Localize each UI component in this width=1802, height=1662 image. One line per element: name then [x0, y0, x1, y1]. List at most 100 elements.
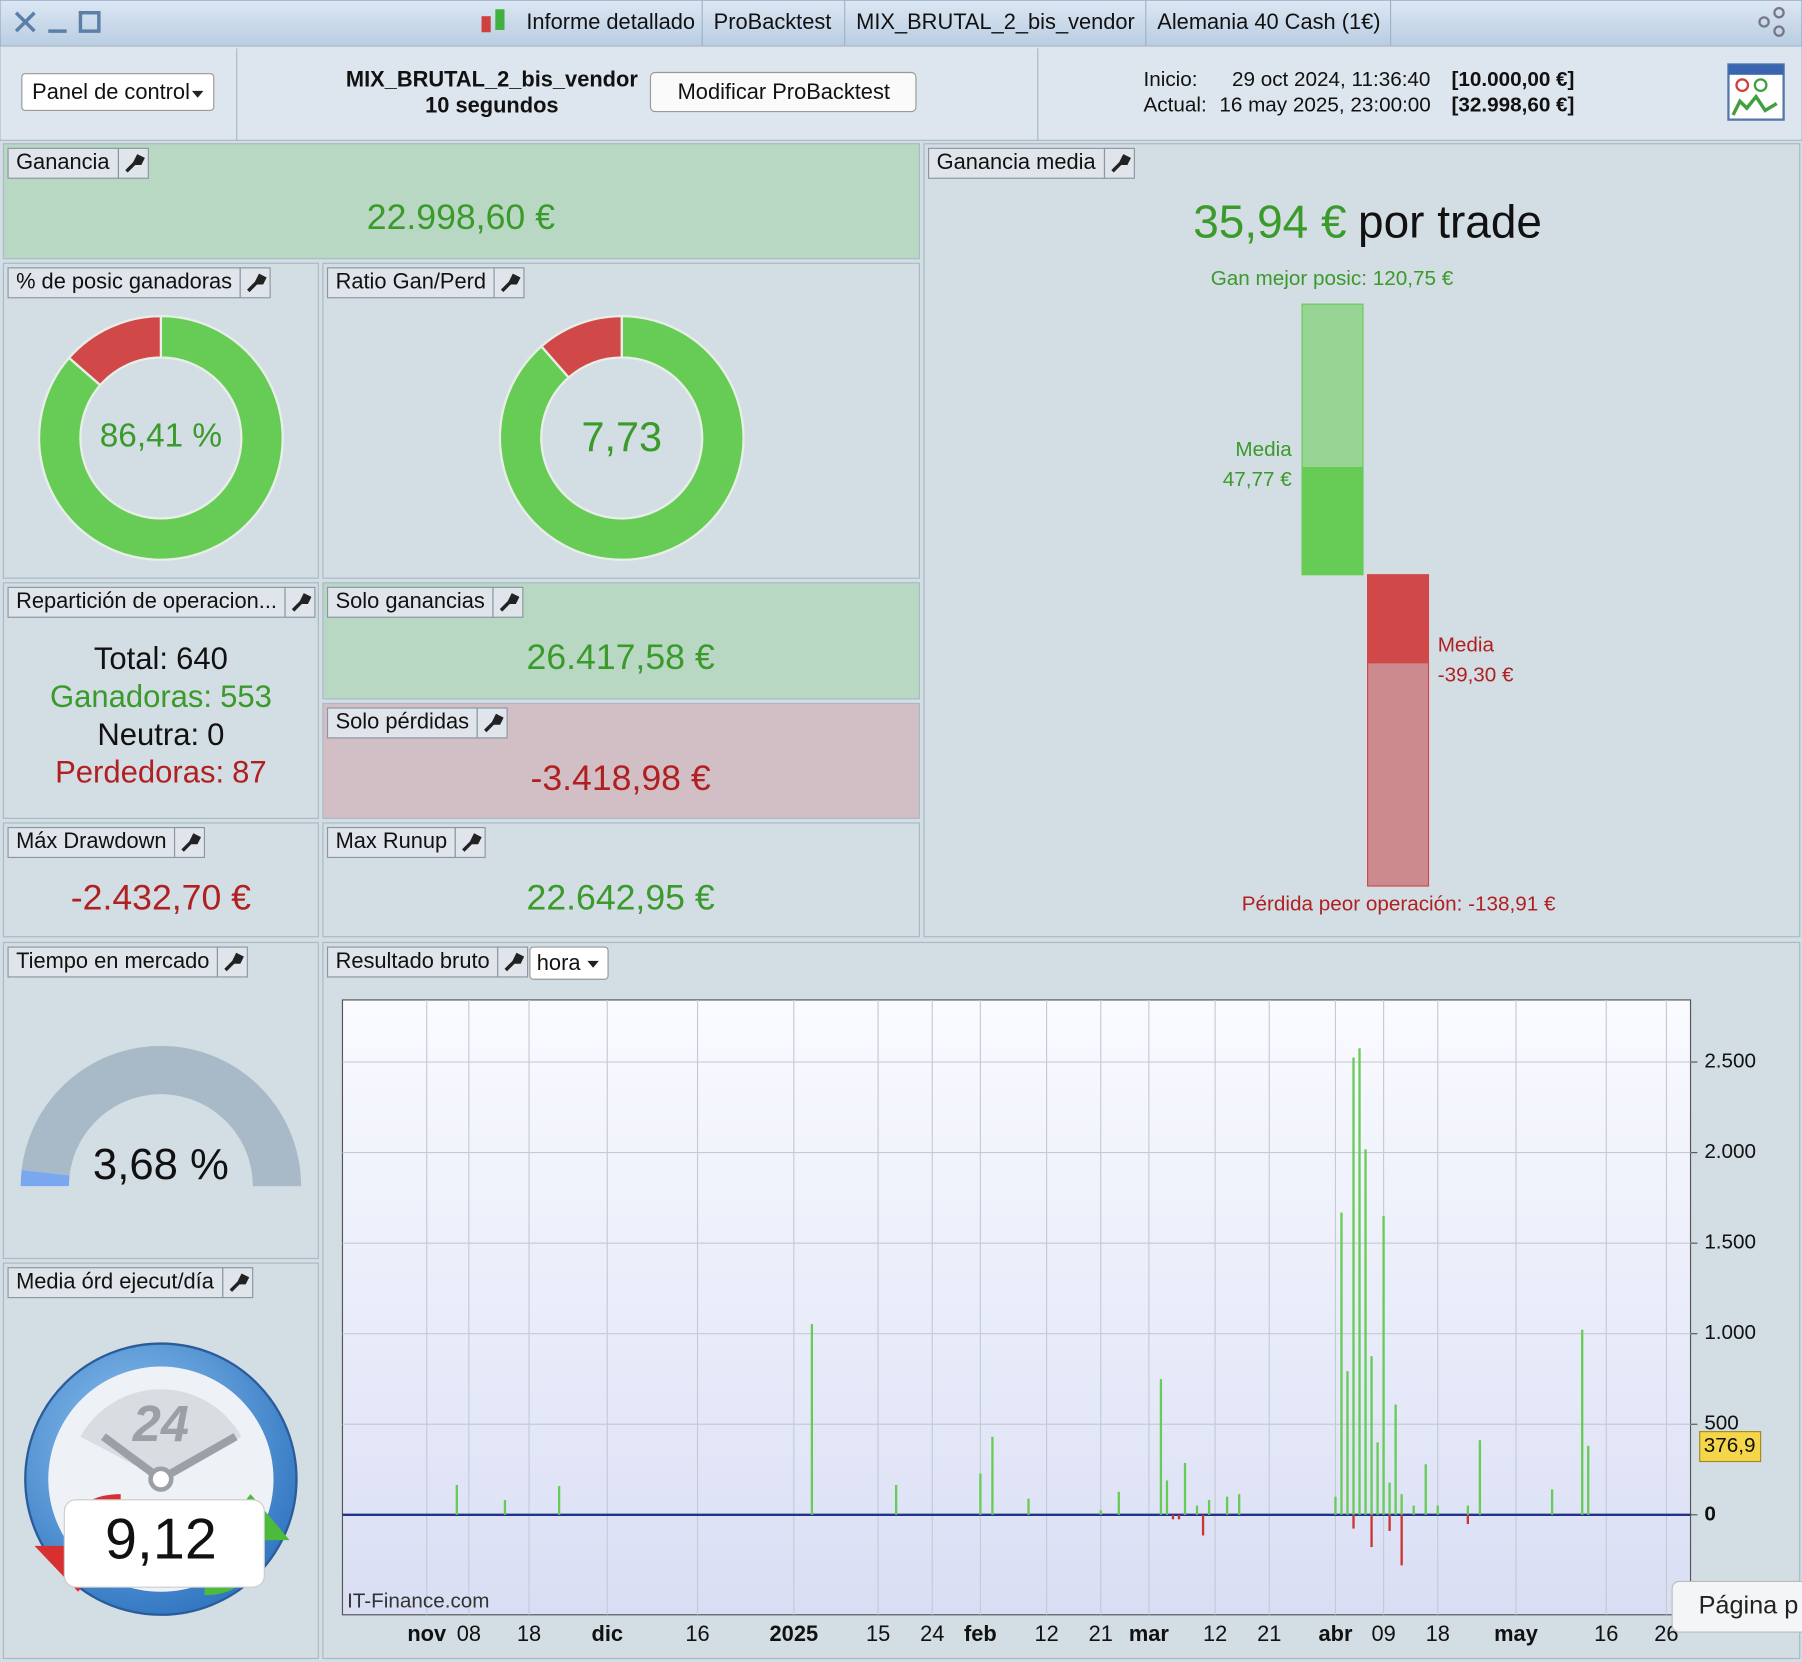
- bar: [979, 1473, 982, 1515]
- last-value-box: [1699, 1431, 1762, 1463]
- drawdown-value: -2.432,70 €: [71, 877, 251, 917]
- widget-title: Max Runup: [336, 828, 448, 853]
- panel-button[interactable]: [21, 73, 215, 112]
- widget-title: Ratio Gan/Perd: [336, 269, 486, 294]
- breakdown-line: Neutra: 0: [97, 717, 224, 752]
- breakdown-label: Perdedoras:: [55, 755, 224, 790]
- bar: [1352, 1057, 1355, 1515]
- time-in-market-value: 3,68 %: [93, 1140, 229, 1189]
- best-value: 120,75 €: [1373, 267, 1454, 290]
- orders-per-day-value: 9,12: [105, 1508, 217, 1572]
- win-rate-value: 86,41 %: [100, 418, 222, 455]
- bar: [1388, 1482, 1391, 1515]
- wrench-icon: [181, 833, 202, 852]
- last-value-label: 376,9: [1704, 1434, 1756, 1457]
- breakdown-count: 640: [176, 641, 228, 676]
- y-tick-label: 0: [1704, 1502, 1716, 1525]
- widget-panel: [2, 582, 319, 819]
- start-capital: [10.000,00 €]: [1451, 68, 1574, 91]
- settings-button[interactable]: [1103, 147, 1135, 179]
- period-label: hora: [537, 950, 582, 975]
- bar: [1159, 1379, 1163, 1515]
- widget-tab: [7, 267, 241, 299]
- bar: [1099, 1510, 1102, 1515]
- widget-tab: [326, 586, 494, 618]
- bar: [1346, 1371, 1349, 1515]
- avg-loss-bar: [1367, 574, 1430, 664]
- settings-button[interactable]: [216, 946, 248, 978]
- wrench-icon: [229, 1273, 250, 1292]
- current-label: Actual:: [1143, 93, 1206, 116]
- runup-value: 22.642,95 €: [527, 877, 715, 917]
- widget-title: Solo ganancias: [336, 588, 485, 613]
- bar: [894, 1484, 898, 1515]
- avg-gain-suffix: por trade: [1358, 195, 1542, 247]
- widget-title: Resultado bruto: [336, 948, 490, 973]
- bar: [1117, 1491, 1120, 1515]
- value-box: [63, 1499, 265, 1588]
- x-tick-label: 12: [1203, 1621, 1227, 1646]
- widget-title: Ganancia media: [937, 149, 1097, 174]
- wrench-icon: [462, 833, 482, 852]
- x-tick-label: abr: [1318, 1621, 1352, 1646]
- bar: [1183, 1463, 1187, 1515]
- panel-button-label: Panel de control: [32, 79, 190, 104]
- bar: [1581, 1329, 1584, 1515]
- widget-tab: [7, 147, 120, 179]
- report-icon[interactable]: [1727, 63, 1785, 121]
- bar: [1370, 1356, 1373, 1515]
- breakdown-line: Perdedoras: 87: [55, 755, 267, 790]
- bar: [1238, 1494, 1241, 1515]
- gains-value: 26.417,58 €: [527, 637, 715, 677]
- x-tick-label: dic: [591, 1621, 623, 1646]
- x-tick-label: 18: [517, 1621, 541, 1646]
- candle-icon: [481, 9, 505, 33]
- bar: [1400, 1494, 1403, 1515]
- tab-label: ProBacktest: [714, 9, 832, 34]
- bar: [1376, 1442, 1379, 1515]
- worst-trade-bar: [1367, 662, 1430, 887]
- widget-title: Media órd ejecut/día: [16, 1268, 215, 1293]
- y-tick-label: 1.000: [1704, 1321, 1756, 1344]
- avg-win-value: 47,77 €: [1223, 468, 1292, 491]
- bar: [1394, 1404, 1397, 1515]
- bar: [1436, 1505, 1439, 1515]
- watermark: IT-Finance.com: [347, 1590, 489, 1613]
- bar: [1388, 1514, 1391, 1531]
- bar: [1550, 1489, 1554, 1515]
- avg-gain-value: 35,94 €: [1193, 195, 1346, 247]
- donut-win: [38, 314, 284, 561]
- x-tick-label: 2025: [770, 1621, 819, 1646]
- best-label: Gan mejor posic:: [1211, 267, 1367, 290]
- current-date: 16 may 2025, 23:00:00: [1219, 93, 1430, 116]
- bar: [1382, 1215, 1385, 1515]
- tab-label: MIX_BRUTAL_2_bis_vendor: [856, 9, 1135, 34]
- wrench-icon: [247, 273, 267, 293]
- x-tick-label: 21: [1089, 1621, 1113, 1646]
- x-tick-label: mar: [1129, 1621, 1170, 1646]
- title-bar: [0, 0, 1802, 47]
- widget-tab: [7, 946, 219, 978]
- period-dropdown[interactable]: [529, 946, 609, 980]
- bar: [1165, 1480, 1169, 1515]
- widget-title: Tiempo en mercado: [16, 948, 209, 973]
- clock-center: [148, 1466, 174, 1492]
- wrench-icon: [500, 273, 521, 293]
- start-label: Inicio:: [1143, 68, 1197, 91]
- x-tick-label: 16: [1594, 1621, 1618, 1646]
- start-date: 29 oct 2024, 11:36:40: [1232, 68, 1430, 91]
- wrench-icon: [1111, 154, 1131, 173]
- bar: [1340, 1212, 1343, 1515]
- bar: [1207, 1499, 1211, 1515]
- tab-label: Alemania 40 Cash (1€): [1157, 9, 1380, 34]
- breakdown-line: Ganadoras: 553: [50, 679, 272, 714]
- modify-button[interactable]: [649, 71, 917, 113]
- worst-trade-label: Pérdida peor operación: -138,91 €: [1242, 893, 1556, 916]
- window-controls[interactable]: [14, 11, 101, 33]
- widget-tab: [928, 147, 1106, 179]
- losses-value: -3.418,98 €: [531, 758, 711, 798]
- modify-button-label: Modificar ProBacktest: [678, 79, 890, 104]
- avg-loss-value: -39,30 €: [1438, 663, 1514, 686]
- share-icon[interactable]: [1758, 6, 1785, 37]
